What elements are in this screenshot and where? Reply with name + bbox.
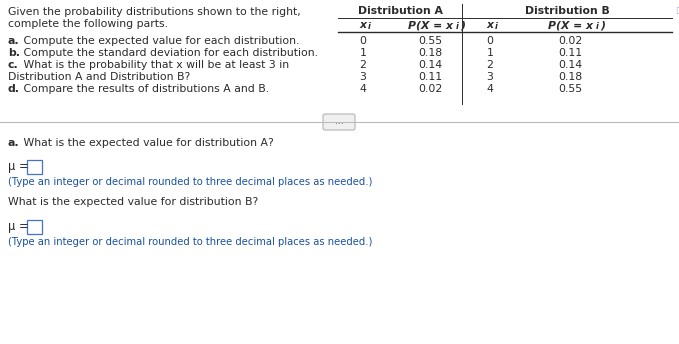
Text: Compute the expected value for each distribution.: Compute the expected value for each dist…	[20, 36, 299, 46]
Text: What is the expected value for distribution A?: What is the expected value for distribut…	[20, 138, 274, 148]
Text: i: i	[596, 22, 599, 31]
FancyBboxPatch shape	[323, 114, 355, 130]
Text: μ =: μ =	[8, 220, 33, 233]
Text: What is the expected value for distribution B?: What is the expected value for distribut…	[8, 197, 258, 207]
Text: Compute the standard deviation for each distribution.: Compute the standard deviation for each …	[20, 48, 318, 58]
Text: 0: 0	[486, 36, 494, 46]
Text: Distribution A and Distribution B?: Distribution A and Distribution B?	[8, 72, 190, 82]
Text: d.: d.	[8, 84, 20, 94]
Text: 0.11: 0.11	[558, 48, 582, 58]
Text: 3: 3	[360, 72, 367, 82]
Text: 0.55: 0.55	[558, 84, 582, 94]
Text: b.: b.	[8, 48, 20, 58]
Text: a.: a.	[8, 138, 20, 148]
Text: i: i	[456, 22, 459, 31]
Text: 0.11: 0.11	[418, 72, 442, 82]
Text: ...: ...	[335, 118, 344, 127]
Text: 3: 3	[487, 72, 494, 82]
Text: (Type an integer or decimal rounded to three decimal places as needed.): (Type an integer or decimal rounded to t…	[8, 237, 372, 247]
Text: 1: 1	[360, 48, 367, 58]
Text: i: i	[495, 22, 498, 31]
Text: Compare the results of distributions A and B.: Compare the results of distributions A a…	[20, 84, 269, 94]
Text: (Type an integer or decimal rounded to three decimal places as needed.): (Type an integer or decimal rounded to t…	[8, 177, 372, 187]
Text: 2: 2	[360, 60, 367, 70]
Text: 0.14: 0.14	[418, 60, 442, 70]
Text: x: x	[486, 20, 494, 30]
Text: □: □	[675, 6, 679, 15]
Text: x: x	[359, 20, 367, 30]
Text: 0.55: 0.55	[418, 36, 442, 46]
Text: i: i	[368, 22, 371, 31]
FancyBboxPatch shape	[26, 160, 41, 173]
Text: Distribution B: Distribution B	[525, 6, 609, 16]
Text: P(X = x: P(X = x	[547, 20, 593, 30]
Text: What is the probability that x will be at least 3 in: What is the probability that x will be a…	[20, 60, 289, 70]
Text: 0.18: 0.18	[418, 48, 442, 58]
Text: Distribution A: Distribution A	[358, 6, 443, 16]
Text: 0.14: 0.14	[558, 60, 582, 70]
Text: ): )	[460, 20, 465, 30]
Text: 1: 1	[487, 48, 494, 58]
Text: 0: 0	[359, 36, 367, 46]
Text: 4: 4	[360, 84, 367, 94]
Text: 4: 4	[487, 84, 494, 94]
Text: ): )	[600, 20, 605, 30]
Text: c.: c.	[8, 60, 19, 70]
FancyBboxPatch shape	[26, 219, 41, 234]
Text: a.: a.	[8, 36, 20, 46]
Text: Given the probability distributions shown to the right,: Given the probability distributions show…	[8, 7, 301, 17]
Text: complete the following parts.: complete the following parts.	[8, 19, 168, 29]
Text: 2: 2	[487, 60, 494, 70]
Text: 0.18: 0.18	[558, 72, 582, 82]
Text: 0.02: 0.02	[558, 36, 582, 46]
Text: 0.02: 0.02	[418, 84, 442, 94]
Text: P(X = x: P(X = x	[407, 20, 452, 30]
Text: μ =: μ =	[8, 160, 33, 173]
